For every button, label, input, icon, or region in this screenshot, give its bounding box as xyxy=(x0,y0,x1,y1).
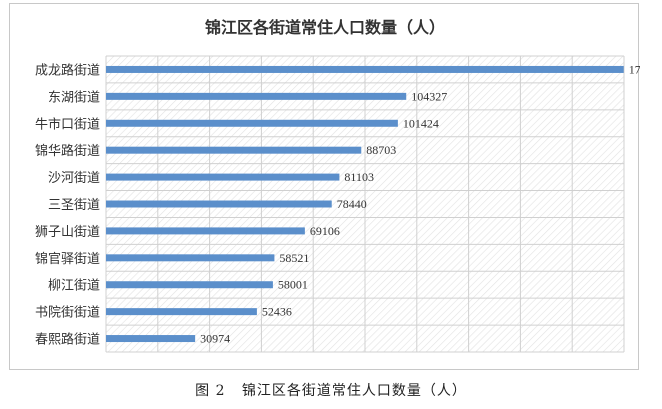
category-label: 牛市口街道 xyxy=(35,116,100,132)
data-label: 52436 xyxy=(262,305,292,319)
category-label: 三圣街道 xyxy=(48,198,100,213)
bar xyxy=(106,200,332,208)
category-label: 成龙路街道 xyxy=(35,62,100,78)
bar xyxy=(106,92,407,100)
category-label: 锦官驿街道 xyxy=(35,251,100,267)
chart-title: 锦江区各街道常住人口数量（人） xyxy=(205,18,445,37)
caption-figure-number: 图 2 xyxy=(195,383,226,399)
bar xyxy=(106,146,362,154)
category-label: 狮子山街道 xyxy=(35,225,100,240)
bar xyxy=(106,173,340,181)
category-label: 春熙路街道 xyxy=(35,332,100,348)
bar-group xyxy=(106,65,624,343)
category-label: 东湖街道 xyxy=(48,90,100,105)
bar xyxy=(106,119,398,127)
bar-chart: 锦江区各街道常住人口数量（人） 成龙路街道东湖街道牛市口街道锦华路街道沙河街道三… xyxy=(35,18,640,353)
data-label: 58001 xyxy=(278,278,308,292)
data-label: 69106 xyxy=(310,224,340,238)
grid-lines xyxy=(105,55,625,353)
caption-text: 锦江区各街道常住人口数量（人） xyxy=(241,383,467,399)
data-label: 78440 xyxy=(337,197,367,211)
category-label: 柳江街道 xyxy=(48,279,100,294)
data-label: 30974 xyxy=(200,332,230,346)
bar xyxy=(106,65,624,73)
category-labels: 成龙路街道东湖街道牛市口街道锦华路街道沙河街道三圣街道狮子山街道锦官驿街道柳江街… xyxy=(35,62,100,347)
data-label: 104327 xyxy=(411,89,447,103)
data-label: 179898 xyxy=(629,62,640,76)
value-labels: 1798981043271014248870381103784406910658… xyxy=(200,62,640,345)
data-label: 58521 xyxy=(279,251,309,265)
bar xyxy=(106,281,273,289)
data-label: 81103 xyxy=(344,170,374,184)
bar xyxy=(106,254,275,262)
data-label: 101424 xyxy=(403,116,439,130)
category-label: 书院街街道 xyxy=(35,306,100,321)
figure-caption: 图 2 锦江区各街道常住人口数量（人） xyxy=(0,380,662,400)
data-label: 88703 xyxy=(366,143,396,157)
category-label: 沙河街道 xyxy=(48,171,100,186)
category-label: 锦华路街道 xyxy=(35,143,100,159)
bar xyxy=(106,308,257,316)
chart-frame: 锦江区各街道常住人口数量（人） 成龙路街道东湖街道牛市口街道锦华路街道沙河街道三… xyxy=(9,3,640,370)
bar xyxy=(106,227,305,235)
bar xyxy=(106,335,196,343)
